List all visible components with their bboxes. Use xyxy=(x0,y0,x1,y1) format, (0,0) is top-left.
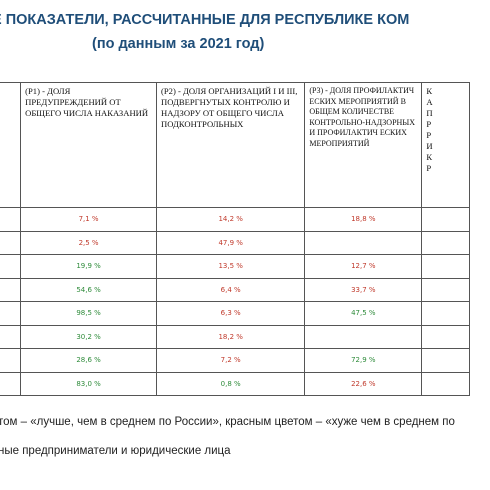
table-row: 7,1 % 14,2 % 18,8 % xyxy=(0,207,470,232)
table-header-row: (Р1) - ДОЛЯ ПРЕДУПРЕЖДЕНИЙ ОТ ОБЩЕГО ЧИС… xyxy=(0,82,470,208)
cell-empty xyxy=(421,324,470,349)
cell-p1: 7,1 % xyxy=(20,207,158,232)
footnote-entities: ные предприниматели и юридические лица xyxy=(0,445,231,457)
page-title: Е ПОКАЗАТЕЛИ, РАССЧИТАННЫЕ ДЛЯ РЕСПУБЛИК… xyxy=(0,12,410,28)
cell-empty xyxy=(421,348,470,373)
cell-p2: 18,2 % xyxy=(156,324,306,349)
table-row: 54,6 % 6,4 % 33,7 % xyxy=(0,277,470,302)
cell-empty xyxy=(421,301,470,326)
cell-p2: 47,9 % xyxy=(156,230,306,255)
cell-p3: 12,7 % xyxy=(304,254,423,279)
cell-empty xyxy=(0,254,22,279)
cell-p2: 6,3 % xyxy=(156,301,306,326)
cell-p1: 2,5 % xyxy=(20,230,158,255)
header-p3: (Р3) - ДОЛЯ ПРОФИЛАКТИЧ ЕСКИХ МЕРОПРИЯТИ… xyxy=(304,82,423,208)
table-row: 28,6 % 7,2 % 72,9 % xyxy=(0,348,470,373)
cell-p1: 28,6 % xyxy=(20,348,158,373)
table-row: 83,0 % 0,8 % 22,6 % xyxy=(0,371,470,396)
cell-empty xyxy=(421,371,470,396)
cell-p2: 6,4 % xyxy=(156,277,306,302)
cell-empty xyxy=(421,277,470,302)
indicators-table: (Р1) - ДОЛЯ ПРЕДУПРЕЖДЕНИЙ ОТ ОБЩЕГО ЧИС… xyxy=(0,82,470,396)
cell-empty xyxy=(421,230,470,255)
cell-p3: 18,8 % xyxy=(304,207,423,232)
cell-empty xyxy=(0,301,22,326)
page-subtitle: (по данным за 2021 год) xyxy=(92,36,265,52)
cell-p1: 83,0 % xyxy=(20,371,158,396)
table-row: 19,9 % 13,5 % 12,7 % xyxy=(0,254,470,279)
cell-p1: 30,2 % xyxy=(20,324,158,349)
cell-p1: 54,6 % xyxy=(20,277,158,302)
cell-empty xyxy=(0,207,22,232)
cell-p3 xyxy=(304,230,423,255)
cell-empty xyxy=(421,254,470,279)
cell-p3: 33,7 % xyxy=(304,277,423,302)
footnote-colors: том – «лучше, чем в среднем по России», … xyxy=(0,416,455,428)
cell-p1: 19,9 % xyxy=(20,254,158,279)
cell-empty xyxy=(421,207,470,232)
cell-empty xyxy=(0,230,22,255)
header-blank xyxy=(0,82,22,208)
header-p1: (Р1) - ДОЛЯ ПРЕДУПРЕЖДЕНИЙ ОТ ОБЩЕГО ЧИС… xyxy=(20,82,158,208)
cell-empty xyxy=(0,324,22,349)
cell-p2: 13,5 % xyxy=(156,254,306,279)
cell-p1: 98,5 % xyxy=(20,301,158,326)
cell-empty xyxy=(0,348,22,373)
cell-p2: 7,2 % xyxy=(156,348,306,373)
table-row: 2,5 % 47,9 % xyxy=(0,230,470,255)
header-p4: К А П Р Р И К Р xyxy=(421,82,470,208)
cell-p3 xyxy=(304,324,423,349)
table-row: 30,2 % 18,2 % xyxy=(0,324,470,349)
cell-p2: 0,8 % xyxy=(156,371,306,396)
table-row: 98,5 % 6,3 % 47,5 % xyxy=(0,301,470,326)
cell-p2: 14,2 % xyxy=(156,207,306,232)
cell-empty xyxy=(0,371,22,396)
cell-empty xyxy=(0,277,22,302)
header-p2: (Р2) - ДОЛЯ ОРГАНИЗАЦИЙ I И III, ПОДВЕРГ… xyxy=(156,82,306,208)
cell-p3: 72,9 % xyxy=(304,348,423,373)
cell-p3: 22,6 % xyxy=(304,371,423,396)
cell-p3: 47,5 % xyxy=(304,301,423,326)
